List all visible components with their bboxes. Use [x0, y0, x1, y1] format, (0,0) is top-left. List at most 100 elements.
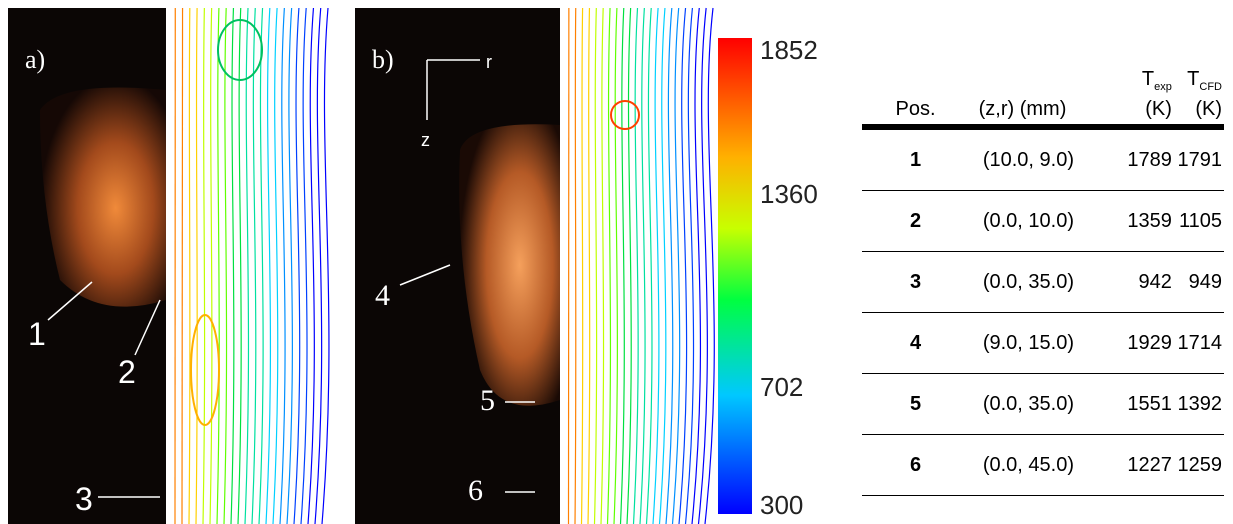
- streamline: [195, 7, 198, 524]
- table-row: 3 (0.0, 35.0) 942 949: [862, 251, 1224, 313]
- table-cell: 1551: [1076, 373, 1174, 435]
- table-cell: 1: [862, 127, 969, 191]
- symbol: T: [1187, 68, 1200, 90]
- table-body: 1 (10.0, 9.0) 1789 1791 2 (0.0, 10.0) 1359 1105…: [862, 127, 1224, 496]
- header-cell: (z,r) (mm): [969, 20, 1076, 130]
- table-cell: 1105: [1173, 190, 1224, 252]
- streamline: [314, 7, 323, 524]
- flame-b: [459, 124, 560, 406]
- table-cell: 1227: [1076, 434, 1174, 496]
- table-row: 1 (10.0, 9.0) 1789 1791: [862, 127, 1224, 191]
- streamline: [691, 7, 702, 524]
- table-cell: 1791: [1173, 127, 1224, 191]
- streamline: [223, 7, 228, 524]
- table-cell: 1714: [1173, 312, 1224, 374]
- header-cell: TCFD (K): [1173, 20, 1224, 130]
- table-cell: (10.0, 9.0): [969, 127, 1076, 191]
- streamline: [272, 7, 279, 524]
- table-cell: 3: [862, 251, 969, 313]
- table-row: 5 (0.0, 35.0) 1551 1392: [862, 373, 1224, 435]
- colorbar: [718, 38, 752, 514]
- panel-label: b): [372, 45, 394, 74]
- arrow: [47, 281, 93, 321]
- streamline: [645, 7, 653, 524]
- streamline: [593, 7, 598, 524]
- table-cell: 1392: [1173, 373, 1224, 435]
- table-cell: 942: [1076, 251, 1174, 313]
- streamline: [684, 7, 695, 524]
- point-label: 2: [118, 354, 136, 390]
- colorbar-tick-label: 1852: [760, 35, 818, 65]
- streamline: [671, 7, 681, 524]
- streamline: [580, 7, 584, 524]
- streamline: [244, 7, 250, 524]
- vortex: [217, 19, 263, 81]
- header-cell: Texp (K): [1076, 20, 1174, 130]
- streamline: [587, 7, 591, 524]
- subscript: CFD: [1199, 81, 1222, 93]
- table-cell: 2: [862, 190, 969, 252]
- table-cell: (0.0, 45.0): [969, 434, 1076, 496]
- point-label: 5: [480, 384, 495, 417]
- streamline: [307, 7, 315, 524]
- point-label: 3: [75, 481, 93, 517]
- table-cell: 5: [862, 373, 969, 435]
- point-label: 4: [375, 279, 390, 312]
- header-row: Pos. (z,r) (mm) Texp (K) TCFD (K): [862, 20, 1224, 130]
- streamline: [300, 7, 308, 524]
- streamline: [613, 7, 618, 524]
- table-cell: (0.0, 35.0): [969, 373, 1076, 435]
- table-cell: 1929: [1076, 312, 1174, 374]
- vortex: [190, 314, 220, 426]
- streamline: [258, 7, 264, 524]
- header-cell: Pos.: [862, 20, 969, 130]
- flame-a: [40, 87, 166, 307]
- point-label: 6: [468, 474, 483, 507]
- streamline-group: [174, 7, 715, 524]
- streamline: [202, 7, 206, 524]
- results-table: Pos. (z,r) (mm) Texp (K) TCFD (K) 1 (10.0, …: [862, 20, 1224, 496]
- streamline: [639, 7, 646, 524]
- table-cell: (0.0, 10.0): [969, 190, 1076, 252]
- symbol: T: [1141, 68, 1155, 90]
- streamline: [237, 7, 242, 524]
- streamline: [230, 7, 235, 524]
- unit: (K): [1145, 98, 1172, 120]
- table-cell: 1789: [1076, 127, 1174, 191]
- streamline: [665, 7, 674, 524]
- streamline: [181, 7, 184, 524]
- table-cell: 4: [862, 312, 969, 374]
- colorbar-tick-label: 300: [760, 490, 803, 520]
- table-row: 2 (0.0, 10.0) 1359 1105: [862, 190, 1224, 252]
- streamline: [265, 7, 272, 524]
- streamline: [678, 7, 688, 524]
- axis-label: r: [486, 52, 492, 72]
- table-cell: (9.0, 15.0): [969, 312, 1076, 374]
- streamline: [652, 7, 660, 524]
- colorbar-ticks: 1852 1360 702 300: [760, 35, 818, 520]
- vortex: [610, 100, 640, 130]
- streamline: [251, 7, 257, 524]
- table-cell: (0.0, 35.0): [969, 251, 1076, 313]
- axis-label: z: [421, 130, 430, 150]
- table-cell: 1359: [1076, 190, 1174, 252]
- streamline: [321, 7, 330, 524]
- streamline: [216, 7, 220, 524]
- colorbar-tick-label: 702: [760, 372, 803, 402]
- streamline: [658, 7, 667, 524]
- streamline: [704, 7, 715, 524]
- point-label: 1: [28, 316, 46, 352]
- subscript: exp: [1154, 81, 1172, 93]
- streamline: [626, 7, 632, 524]
- streamline: [697, 7, 708, 524]
- unit: (K): [1195, 98, 1222, 120]
- streamline: [632, 7, 639, 524]
- table-cell: 949: [1173, 251, 1224, 313]
- streamline: [293, 7, 301, 524]
- streamline: [209, 7, 213, 524]
- arrow: [399, 264, 451, 286]
- table-cell: 6: [862, 434, 969, 496]
- streamline: [279, 7, 286, 524]
